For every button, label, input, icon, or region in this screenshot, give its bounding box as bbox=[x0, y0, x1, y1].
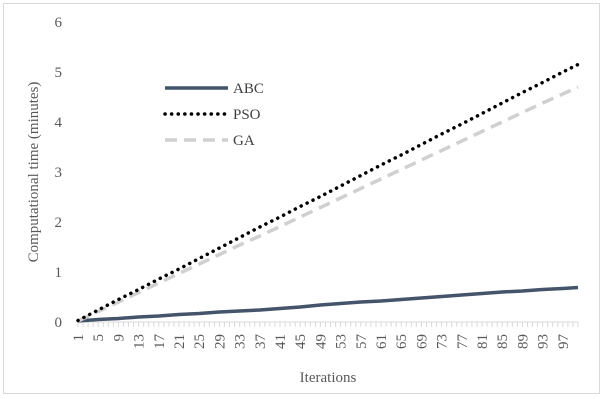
legend-label-abc: ABC bbox=[233, 81, 264, 97]
y-axis-title: Computational time (minutes) bbox=[26, 82, 42, 263]
series-line-ga bbox=[77, 85, 579, 323]
x-tick-label: 57 bbox=[354, 334, 370, 350]
x-tick-label: 33 bbox=[233, 334, 249, 349]
x-tick-label: 45 bbox=[293, 334, 309, 349]
y-axis-ticks: 0 1 2 3 4 5 6 bbox=[55, 15, 63, 331]
x-tick-label: 93 bbox=[536, 334, 552, 349]
x-tick-label: 5 bbox=[91, 334, 107, 342]
x-tick-label: 69 bbox=[414, 334, 430, 349]
x-tick-label: 49 bbox=[313, 334, 329, 349]
x-axis-ticks: 1 5 9 13 17 21 25 29 33 37 41 45 49 53 57 61 65 69 73 77 81 8… bbox=[71, 322, 579, 350]
legend: ABC PSO GA bbox=[163, 81, 264, 149]
x-tick-label: 89 bbox=[515, 334, 531, 349]
x-tick-label: 65 bbox=[394, 334, 410, 349]
x-axis-title: Iterations bbox=[300, 370, 357, 386]
x-tick-label: 53 bbox=[334, 334, 350, 349]
x-tick-label: 13 bbox=[132, 334, 148, 349]
x-tick-label: 9 bbox=[111, 334, 127, 342]
x-tick-label: 77 bbox=[455, 334, 471, 350]
legend-label-pso: PSO bbox=[233, 107, 261, 123]
x-tick-label: 41 bbox=[273, 334, 289, 349]
x-tick-label: 97 bbox=[556, 334, 572, 350]
y-tick-label: 1 bbox=[55, 265, 63, 281]
y-tick-label: 6 bbox=[55, 15, 63, 31]
x-tick-label: 25 bbox=[192, 334, 208, 349]
x-tick-label: 61 bbox=[374, 334, 390, 349]
x-tick-label: 21 bbox=[172, 334, 188, 349]
x-tick-label: 81 bbox=[475, 334, 491, 349]
x-tick-label: 1 bbox=[71, 334, 87, 342]
x-tick-label: 73 bbox=[435, 334, 451, 349]
x-tick-label: 29 bbox=[212, 334, 228, 349]
series-line-abc bbox=[77, 285, 579, 323]
y-tick-label: 2 bbox=[55, 215, 63, 231]
y-tick-label: 0 bbox=[55, 315, 63, 331]
x-tick-label: 85 bbox=[495, 334, 511, 349]
series-line-pso bbox=[76, 62, 580, 323]
legend-label-ga: GA bbox=[233, 133, 255, 149]
y-tick-label: 5 bbox=[55, 65, 63, 81]
x-tick-label: 37 bbox=[253, 334, 269, 350]
series-layer bbox=[76, 62, 580, 323]
x-tick-label: 17 bbox=[152, 334, 168, 350]
y-tick-label: 4 bbox=[55, 115, 63, 131]
chart-frame bbox=[3, 3, 600, 394]
y-tick-label: 3 bbox=[55, 165, 63, 181]
